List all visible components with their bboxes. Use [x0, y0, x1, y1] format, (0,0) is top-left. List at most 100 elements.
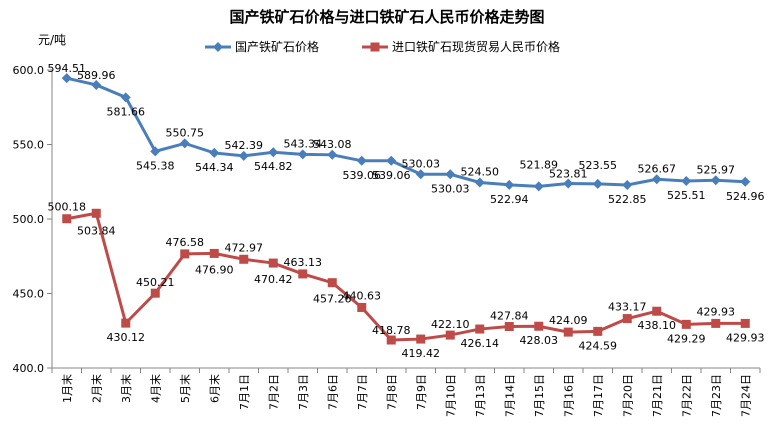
- data-point: [179, 138, 190, 149]
- data-point: [356, 155, 367, 166]
- data-label: 426.14: [461, 337, 500, 350]
- data-label: 424.09: [549, 314, 588, 327]
- data-label: 539.06: [343, 169, 382, 182]
- data-point: [327, 278, 337, 288]
- data-point: [534, 321, 544, 331]
- data-label: 521.89: [520, 158, 559, 171]
- y-tick-label: 450.0: [13, 288, 45, 301]
- x-tick-label: 7月3日: [297, 374, 310, 410]
- data-label: 539.06: [372, 169, 411, 182]
- data-point: [268, 258, 278, 268]
- x-tick-label: 7月9日: [415, 374, 428, 410]
- data-point: [563, 178, 574, 189]
- data-label: 525.97: [697, 163, 736, 176]
- data-label: 589.96: [77, 69, 116, 82]
- data-label: 428.03: [520, 334, 559, 347]
- data-label: 429.29: [667, 332, 706, 345]
- data-label: 530.03: [431, 182, 470, 195]
- data-point: [445, 169, 456, 180]
- data-point: [357, 302, 367, 312]
- axes: 400.0 450.0 500.0 550.0 600.0 1月末 2月末 3月末 4月末 5月末…: [13, 64, 761, 417]
- data-label: 450.21: [136, 276, 175, 289]
- legend-item-1: 进口铁矿石现货贸易人民币价格: [362, 39, 560, 54]
- data-point: [238, 150, 249, 161]
- data-label: 545.38: [136, 159, 175, 172]
- data-label: 429.93: [726, 331, 765, 344]
- data-label: 470.42: [254, 273, 293, 286]
- data-point: [268, 147, 279, 158]
- data-label: 429.93: [697, 305, 736, 318]
- x-tick-label: 7月22日: [680, 374, 693, 417]
- legend-item-0: 国产铁矿石价格: [205, 39, 319, 54]
- y-tick-label: 550.0: [13, 139, 45, 152]
- data-point: [91, 208, 101, 218]
- x-tick-label: 7月14日: [503, 374, 516, 417]
- series-imported: 500.18 503.84 430.12 450.21 476.58 476.90 472.…: [48, 201, 765, 360]
- data-point: [209, 248, 219, 258]
- data-point: [62, 214, 72, 224]
- y-axis-unit-label: 元/吨: [38, 33, 66, 47]
- x-tick-label: 5月末: [178, 374, 192, 403]
- legend-marker: [213, 42, 223, 52]
- x-tick-label: 7月13日: [474, 374, 487, 417]
- data-label: 550.75: [166, 126, 205, 139]
- data-label: 418.78: [372, 324, 411, 337]
- data-point: [150, 146, 161, 157]
- data-point: [740, 318, 750, 328]
- data-point: [121, 318, 131, 328]
- data-point: [416, 334, 426, 344]
- data-point: [563, 327, 573, 337]
- data-label: 419.42: [402, 347, 441, 360]
- data-label: 522.85: [608, 193, 647, 206]
- data-label: 523.81: [549, 168, 588, 181]
- data-label: 457.26: [313, 293, 352, 306]
- data-label: 525.51: [667, 189, 706, 202]
- data-point: [91, 79, 102, 90]
- data-label: 476.58: [166, 236, 205, 249]
- data-label: 523.55: [579, 159, 618, 172]
- data-label: 524.50: [461, 165, 500, 178]
- data-point: [386, 155, 397, 166]
- data-label: 424.59: [579, 339, 618, 352]
- x-tick-label: 7月1日: [238, 374, 251, 410]
- data-point: [622, 179, 633, 190]
- chart-title: 国产铁矿石价格与进口铁矿石人民币价格走势图: [229, 8, 544, 26]
- data-point: [740, 176, 751, 187]
- data-label: 427.84: [490, 310, 529, 323]
- data-point: [681, 175, 692, 186]
- series-line: [66, 76, 746, 188]
- data-point: [651, 174, 662, 185]
- data-label: 594.51: [48, 62, 87, 75]
- data-point: [710, 175, 721, 186]
- data-point: [61, 73, 72, 84]
- data-point: [593, 326, 603, 336]
- data-point: [681, 319, 691, 329]
- x-tick-label: 7月21日: [651, 374, 664, 417]
- x-tick-label: 7月2日: [267, 374, 280, 410]
- data-label: 581.66: [107, 105, 146, 118]
- data-point: [475, 324, 485, 334]
- data-point: [504, 322, 514, 332]
- series-line: [66, 211, 746, 342]
- x-tick-label: 7月10日: [444, 374, 457, 417]
- data-label: 422.10: [431, 318, 470, 331]
- data-point: [504, 179, 515, 190]
- x-tick-label: 7月24日: [739, 374, 752, 417]
- data-point: [209, 147, 220, 158]
- y-tick-label: 600.0: [13, 64, 45, 77]
- x-tick-label: 7月8日: [385, 374, 398, 410]
- data-point: [297, 149, 308, 160]
- data-label: 430.12: [107, 331, 146, 344]
- data-label: 542.39: [225, 139, 264, 152]
- x-tick-label: 7月7日: [356, 374, 369, 410]
- data-point: [327, 149, 338, 160]
- data-point: [652, 306, 662, 316]
- data-label: 543.34: [284, 137, 323, 150]
- data-label: 543.08: [313, 138, 352, 151]
- x-tick-label: 7月17日: [592, 374, 605, 417]
- data-label: 438.10: [638, 319, 677, 332]
- data-point: [533, 181, 544, 192]
- data-point: [239, 254, 249, 264]
- data-label: 440.63: [343, 289, 382, 302]
